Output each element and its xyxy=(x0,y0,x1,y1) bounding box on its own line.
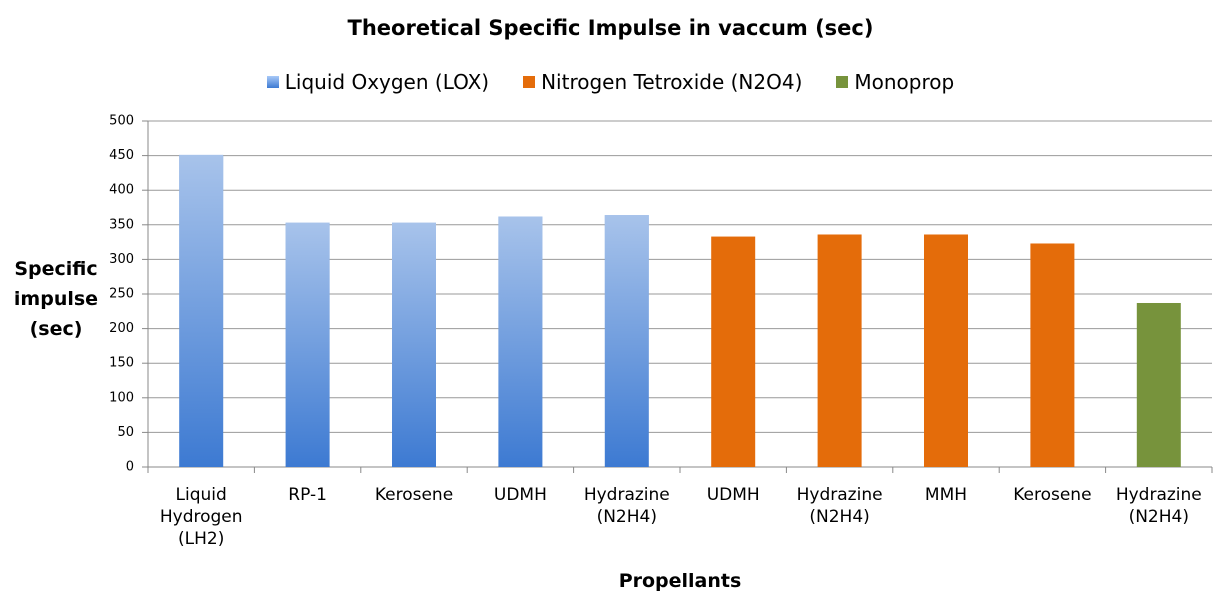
y-tick-label: 450 xyxy=(109,148,134,163)
y-tick-label: 200 xyxy=(109,321,134,336)
bar-shine xyxy=(498,216,543,467)
y-axis-title: Specific impulse (sec) xyxy=(13,258,99,340)
bar-shine xyxy=(392,222,436,467)
y-tick-label: 250 xyxy=(109,287,134,302)
y-tick-label: 150 xyxy=(109,356,134,371)
x-tick-label: Hydrazine (N2H4) xyxy=(583,485,670,527)
legend-label: Nitrogen Tetroxide (N2O4) xyxy=(541,70,803,94)
x-tick-label: Kerosene xyxy=(374,485,454,505)
bar xyxy=(711,236,756,467)
y-tick-label: 0 xyxy=(126,460,134,475)
x-tick-label: RP-1 xyxy=(288,485,327,505)
bar-shine xyxy=(604,215,649,467)
legend: Liquid Oxygen (LOX) Nitrogen Tetroxide (N… xyxy=(0,70,1221,94)
y-tick-label: 500 xyxy=(109,114,134,129)
y-tick-label: 400 xyxy=(109,183,134,198)
x-tick-label: UDMH xyxy=(493,485,547,505)
x-tick-label: Liquid Hydrogen (LH2) xyxy=(159,485,243,549)
y-tick-label: 100 xyxy=(109,390,134,405)
y-tick-label: 350 xyxy=(109,217,134,232)
x-axis-title: Propellants xyxy=(618,570,742,592)
y-tick-label: 50 xyxy=(117,425,134,440)
legend-label: Liquid Oxygen (LOX) xyxy=(284,70,490,94)
bar-shine xyxy=(285,222,330,467)
x-tick-label: Kerosene xyxy=(1013,485,1092,505)
bar xyxy=(817,234,862,467)
bar xyxy=(924,234,968,467)
y-tick-label: 300 xyxy=(109,252,134,267)
legend-item: Liquid Oxygen (LOX) xyxy=(266,70,490,94)
legend-swatch xyxy=(523,76,536,88)
x-tick-label: UDMH xyxy=(706,485,760,505)
legend-item: Nitrogen Tetroxide (N2O4) xyxy=(523,70,802,94)
x-tick-label: MMH xyxy=(924,485,968,505)
chart-title: Theoretical Specific Impulse in vaccum (… xyxy=(347,16,874,40)
legend-swatch xyxy=(266,76,279,88)
legend-item: Monoprop xyxy=(836,70,954,94)
legend-swatch xyxy=(836,76,849,88)
x-tick-label: Hydrazine (N2H4) xyxy=(1115,485,1202,527)
bar-shine xyxy=(179,154,224,467)
legend-label: Monoprop xyxy=(854,70,955,94)
bar xyxy=(1030,243,1075,467)
x-tick-label: Hydrazine (N2H4) xyxy=(796,485,883,527)
bar xyxy=(1136,302,1181,467)
